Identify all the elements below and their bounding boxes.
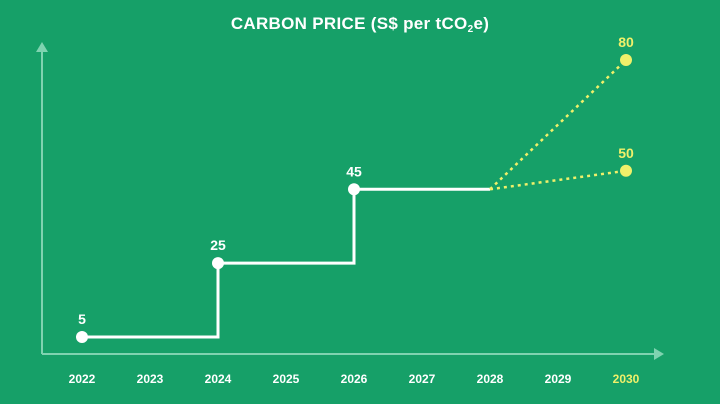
- x-tick-label-2023: 2023: [137, 372, 164, 386]
- x-tick-label-2025: 2025: [273, 372, 300, 386]
- x-tick-label-2026: 2026: [341, 372, 368, 386]
- data-point-2030-50: [620, 164, 632, 177]
- series-line-0: [82, 187, 490, 339]
- chart-title-subscript: 2: [467, 24, 474, 35]
- data-label-45: 45: [346, 163, 362, 179]
- data-point-2024-25: [212, 257, 224, 270]
- data-label-25: 25: [210, 237, 226, 253]
- x-tick-label-2024: 2024: [205, 372, 232, 386]
- x-tick-label-2022: 2022: [69, 372, 96, 386]
- x-tick-label-2027: 2027: [409, 372, 436, 386]
- y-axis-arrow-icon: [36, 42, 48, 52]
- chart-title-suffix: e): [473, 14, 490, 33]
- data-label-80: 80: [618, 34, 634, 50]
- series-line-1: [489, 59, 627, 191]
- data-point-2022-5: [76, 331, 88, 343]
- chart-title-text: CARBON PRICE (S$ per tCO: [230, 14, 468, 33]
- series-line-2: [489, 169, 627, 191]
- data-label-5: 5: [78, 311, 86, 327]
- x-tick-label-2028: 2028: [477, 372, 504, 386]
- x-tick-label-2030: 2030: [613, 372, 640, 386]
- data-label-50: 50: [618, 145, 634, 161]
- chart-title: CARBON PRICE (S$ per tCO2e): [0, 14, 720, 35]
- x-tick-label-2029: 2029: [545, 372, 572, 386]
- data-point-2030-80: [620, 54, 632, 66]
- x-axis-arrow-icon: [654, 348, 664, 360]
- data-point-2026-45: [348, 183, 360, 196]
